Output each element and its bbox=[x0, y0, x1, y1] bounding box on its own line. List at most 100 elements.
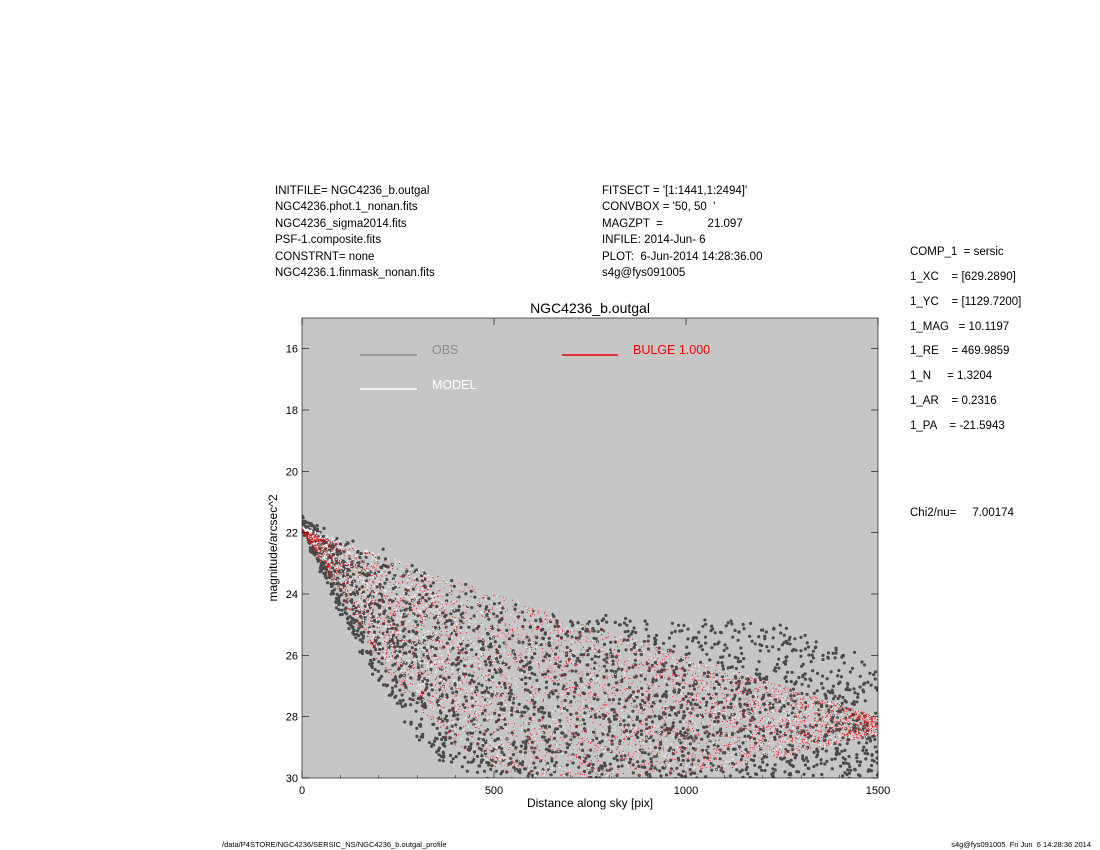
data-point bbox=[348, 623, 352, 627]
data-point bbox=[443, 717, 447, 721]
data-point bbox=[486, 698, 489, 701]
data-point bbox=[346, 551, 349, 553]
data-point bbox=[694, 636, 699, 640]
data-point bbox=[481, 743, 485, 748]
data-point bbox=[376, 620, 380, 624]
data-point bbox=[607, 717, 611, 721]
data-point bbox=[574, 669, 578, 673]
data-point bbox=[830, 688, 834, 692]
data-point bbox=[351, 553, 353, 555]
data-point bbox=[429, 660, 433, 664]
data-point bbox=[354, 636, 358, 640]
data-point bbox=[382, 640, 384, 643]
data-point bbox=[620, 764, 624, 768]
data-point bbox=[490, 688, 492, 690]
data-point bbox=[490, 678, 492, 680]
data-point bbox=[388, 626, 391, 629]
data-point bbox=[449, 612, 453, 616]
data-point bbox=[422, 698, 424, 701]
data-point bbox=[790, 670, 794, 675]
data-point bbox=[378, 594, 381, 597]
data-point bbox=[742, 627, 746, 631]
data-point bbox=[453, 698, 456, 701]
data-point bbox=[664, 690, 668, 694]
data-point bbox=[412, 614, 415, 616]
data-point bbox=[507, 637, 511, 641]
data-point bbox=[555, 646, 559, 650]
data-point bbox=[419, 619, 422, 621]
data-point bbox=[411, 596, 413, 598]
data-point bbox=[681, 758, 685, 763]
data-point bbox=[522, 670, 526, 674]
data-point bbox=[564, 750, 568, 754]
data-point bbox=[494, 670, 498, 675]
data-point bbox=[664, 773, 669, 777]
data-point bbox=[587, 685, 591, 689]
data-point bbox=[416, 665, 420, 670]
data-point bbox=[362, 620, 366, 624]
data-point bbox=[318, 537, 320, 539]
data-point bbox=[445, 718, 449, 723]
data-point bbox=[533, 700, 537, 705]
data-point bbox=[785, 693, 787, 695]
data-point bbox=[741, 622, 745, 627]
data-point bbox=[475, 626, 479, 631]
data-point bbox=[445, 593, 449, 597]
data-point bbox=[400, 693, 404, 697]
data-point bbox=[755, 772, 759, 777]
data-point bbox=[672, 690, 677, 694]
data-point bbox=[490, 764, 494, 768]
data-point bbox=[843, 723, 846, 726]
data-point bbox=[777, 732, 780, 734]
data-point bbox=[466, 691, 468, 693]
data-point bbox=[566, 692, 570, 696]
data-point bbox=[683, 746, 687, 750]
data-point bbox=[369, 632, 371, 634]
data-point bbox=[496, 684, 499, 686]
fit-parameter-2: 1_YC = [1129.7200] bbox=[910, 295, 1022, 308]
data-point bbox=[612, 717, 617, 721]
data-point bbox=[463, 745, 467, 749]
data-point bbox=[855, 756, 859, 760]
data-point bbox=[690, 736, 694, 740]
data-point bbox=[807, 766, 811, 771]
data-point bbox=[790, 763, 794, 767]
data-point bbox=[389, 657, 391, 659]
data-point bbox=[439, 754, 443, 759]
data-point bbox=[335, 592, 339, 597]
data-point bbox=[408, 697, 412, 701]
data-point bbox=[739, 646, 743, 650]
data-point bbox=[500, 742, 503, 744]
data-point bbox=[693, 745, 695, 747]
data-point bbox=[613, 620, 617, 625]
data-point bbox=[414, 594, 416, 596]
data-point bbox=[488, 695, 491, 698]
data-point bbox=[790, 711, 794, 715]
data-point bbox=[547, 711, 551, 715]
data-point bbox=[334, 606, 338, 610]
data-point bbox=[869, 683, 873, 687]
data-point bbox=[441, 655, 443, 657]
data-point bbox=[522, 767, 527, 771]
data-point bbox=[408, 659, 410, 662]
data-point bbox=[441, 735, 445, 740]
data-point bbox=[698, 660, 703, 664]
data-point bbox=[444, 731, 448, 735]
data-point bbox=[393, 573, 397, 577]
data-point bbox=[419, 626, 421, 628]
data-point bbox=[646, 647, 651, 651]
data-point bbox=[514, 746, 518, 750]
data-point bbox=[820, 772, 824, 777]
data-point bbox=[757, 635, 761, 639]
data-point bbox=[802, 772, 806, 776]
data-point bbox=[415, 625, 417, 627]
data-point bbox=[858, 760, 863, 764]
data-point bbox=[524, 655, 528, 660]
data-point bbox=[607, 729, 611, 733]
data-point bbox=[527, 667, 532, 672]
data-point bbox=[358, 638, 362, 642]
data-point bbox=[303, 520, 307, 524]
data-point bbox=[449, 760, 454, 764]
data-point bbox=[315, 524, 319, 528]
data-point bbox=[445, 693, 449, 697]
